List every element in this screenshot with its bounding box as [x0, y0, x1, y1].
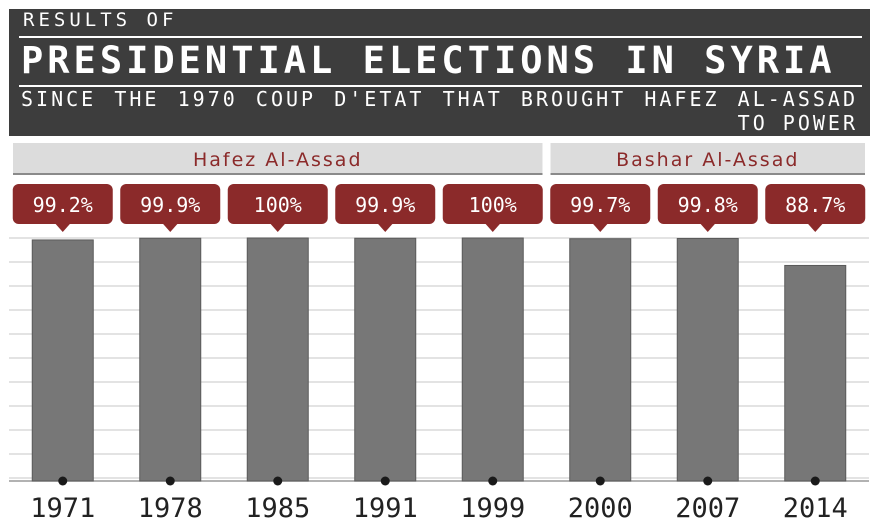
- value-bubble-pointer: [162, 223, 179, 232]
- axis-tick-dot: [595, 476, 605, 486]
- value-bubble-bg: [12, 184, 113, 224]
- bars: [31, 237, 847, 482]
- value-label-bubble: 100%: [227, 184, 328, 232]
- x-tick-label: 2000: [568, 493, 633, 524]
- group-band-bg: [550, 143, 865, 173]
- gridlines: [9, 237, 869, 482]
- bar-2007: [676, 237, 739, 482]
- value-bubble-pointer: [269, 223, 286, 232]
- header-divider: [19, 36, 862, 38]
- group-label: Bashar Al-Assad: [616, 149, 799, 171]
- value-bubble-pointer: [807, 223, 824, 232]
- value-bubble-pointer: [54, 223, 71, 232]
- axis-tick-dot: [703, 476, 713, 486]
- value-label: 100%: [469, 193, 517, 217]
- value-label: 99.2%: [33, 193, 93, 217]
- x-axis: 1971 1978 1985 1991 1999 2000 2007 2014: [30, 476, 848, 524]
- axis-tick-dot: [273, 476, 283, 486]
- group-bands: Hafez Al-Assad Bashar Al-Assad: [13, 143, 865, 175]
- value-label: 100%: [254, 193, 302, 217]
- bar-1999: [461, 237, 524, 482]
- value-bubble-pointer: [592, 223, 609, 232]
- chart-header: RESULTS OF PRESIDENTIAL ELECTIONS IN SYR…: [9, 9, 870, 136]
- chart-subtitle: SINCE THE 1970 COUP D'ETAT THAT BROUGHT …: [21, 87, 858, 135]
- bar-1985: [246, 237, 309, 482]
- axis-tick-dot: [165, 476, 175, 486]
- value-label-bubble: 99.9%: [335, 184, 436, 232]
- value-bubble-bg: [120, 184, 221, 224]
- value-label-bubble: 99.7%: [550, 184, 651, 232]
- value-label: 99.9%: [140, 193, 200, 217]
- x-tick-label: 2007: [675, 493, 740, 524]
- value-bubble-bg: [442, 184, 543, 224]
- value-label-bubble: 99.9%: [120, 184, 221, 232]
- x-tick-label: 1999: [460, 493, 525, 524]
- value-bubble-bg: [550, 184, 651, 224]
- value-bubble-pointer: [377, 223, 394, 232]
- x-tick-label: 2014: [783, 493, 848, 524]
- value-label-bubble: 100%: [442, 184, 543, 232]
- value-label-bubble: 99.2%: [12, 184, 113, 232]
- group-band-bg: [13, 143, 543, 173]
- group-label: Hafez Al-Assad: [193, 149, 363, 171]
- value-bubble-pointer: [484, 223, 501, 232]
- x-tick-label: 1971: [30, 493, 95, 524]
- value-label: 99.7%: [570, 193, 630, 217]
- value-bubble-bg: [657, 184, 758, 224]
- header-divider: [19, 85, 862, 87]
- value-labels: 99.2% 99.9% 100% 99.9% 100% 99.7% 99.8% 88.7%: [12, 184, 866, 232]
- value-label: 88.7%: [785, 193, 845, 217]
- group-band: Bashar Al-Assad: [550, 143, 865, 175]
- x-tick-label: 1991: [353, 493, 418, 524]
- value-label-bubble: 88.7%: [765, 184, 866, 232]
- value-bubble-pointer: [699, 223, 716, 232]
- group-band: Hafez Al-Assad: [13, 143, 543, 175]
- value-label-bubble: 99.8%: [657, 184, 758, 232]
- x-tick-label: 1978: [138, 493, 203, 524]
- axis-tick-dot: [380, 476, 390, 486]
- chart-title: PRESIDENTIAL ELECTIONS IN SYRIA: [21, 39, 836, 82]
- value-label: 99.8%: [678, 193, 738, 217]
- value-bubble-bg: [227, 184, 328, 224]
- value-bubble-bg: [335, 184, 436, 224]
- axis-tick-dot: [488, 476, 498, 486]
- bar-2000: [569, 238, 632, 482]
- bar-1971: [31, 239, 94, 482]
- bar-1991: [354, 237, 417, 482]
- value-bubble-bg: [765, 184, 866, 224]
- axis-tick-dot: [58, 476, 68, 486]
- header-kicker: RESULTS OF: [23, 9, 178, 31]
- x-tick-label: 1985: [245, 493, 310, 524]
- bar-1978: [139, 237, 202, 482]
- axis-tick-dot: [810, 476, 820, 486]
- value-label: 99.9%: [355, 193, 415, 217]
- bar-2014: [784, 264, 847, 482]
